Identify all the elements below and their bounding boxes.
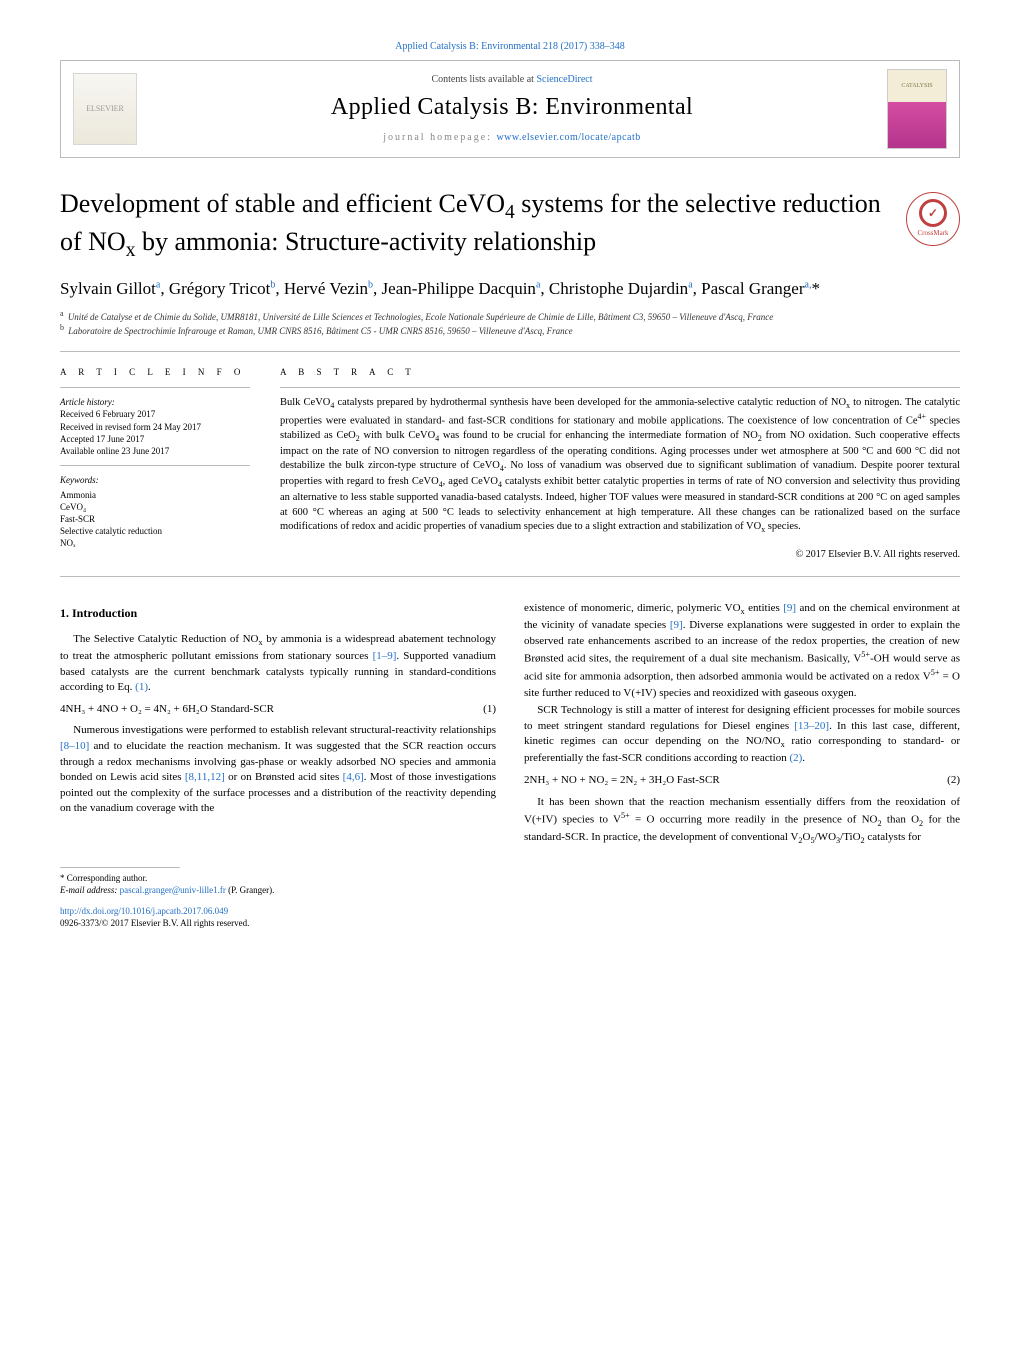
history-received: Received 6 February 2017 bbox=[60, 408, 250, 420]
rule-above-info bbox=[60, 351, 960, 352]
issn-copyright-line: 0926-3373/© 2017 Elsevier B.V. All right… bbox=[60, 917, 960, 930]
abstract-heading: a b s t r a c t bbox=[280, 366, 960, 379]
article-info-heading: a r t i c l e i n f o bbox=[60, 366, 250, 379]
history-online: Available online 23 June 2017 bbox=[60, 445, 250, 457]
section-heading-introduction: 1. Introduction bbox=[60, 605, 496, 622]
journal-header-box: ELSEVIER Contents lists available at Sci… bbox=[60, 60, 960, 158]
abstract-copyright: © 2017 Elsevier B.V. All rights reserved… bbox=[280, 548, 960, 562]
article-body: 1. Introduction The Selective Catalytic … bbox=[60, 601, 960, 847]
contents-line: Contents lists available at ScienceDirec… bbox=[137, 73, 887, 87]
elsevier-logo: ELSEVIER bbox=[73, 73, 137, 145]
article-title: Development of stable and efficient CeVO… bbox=[60, 188, 890, 263]
journal-homepage-link[interactable]: www.elsevier.com/locate/apcatb bbox=[496, 132, 640, 143]
rule-below-abstract bbox=[60, 576, 960, 577]
email-line: E-mail address: pascal.granger@univ-lill… bbox=[60, 884, 960, 897]
body-paragraph: existence of monomeric, dimeric, polymer… bbox=[524, 601, 960, 701]
cover-top-label: CATALYSIS bbox=[888, 70, 946, 102]
abstract-column: a b s t r a c t Bulk CeVO4 catalysts pre… bbox=[280, 366, 960, 562]
affiliation-b: b Laboratoire de Spectrochimie Infraroug… bbox=[60, 323, 960, 337]
equation-2-expr: 2NH₃ + NO + NO₂ = 2N₂ + 3H₂O Fast-SCR bbox=[524, 773, 720, 789]
crossmark-badge[interactable]: ✓ CrossMark bbox=[906, 192, 960, 246]
corresponding-email-link[interactable]: pascal.granger@univ-lille1.fr bbox=[120, 885, 226, 895]
footer-block: * Corresponding author. E-mail address: … bbox=[60, 867, 960, 930]
equation-2: 2NH₃ + NO + NO₂ = 2N₂ + 3H₂O Fast-SCR (2… bbox=[524, 773, 960, 789]
doi-line: http://dx.doi.org/10.1016/j.apcatb.2017.… bbox=[60, 905, 960, 918]
title-row: Development of stable and efficient CeVO… bbox=[60, 188, 960, 263]
header-center: Contents lists available at ScienceDirec… bbox=[137, 73, 887, 145]
affiliation-a: a Unité de Catalyse et de Chimie du Soli… bbox=[60, 309, 960, 323]
abstract-text: Bulk CeVO4 catalysts prepared by hydroth… bbox=[280, 396, 960, 536]
keywords-heading: Keywords: bbox=[60, 474, 250, 487]
cover-bottom-band bbox=[888, 102, 946, 148]
history-revised: Received in revised form 24 May 2017 bbox=[60, 421, 250, 433]
sciencedirect-link[interactable]: ScienceDirect bbox=[536, 74, 592, 85]
top-citation-line: Applied Catalysis B: Environmental 218 (… bbox=[60, 40, 960, 54]
footnote-rule bbox=[60, 867, 180, 868]
equation-1-number: (1) bbox=[483, 702, 496, 718]
top-citation-link[interactable]: Applied Catalysis B: Environmental 218 (… bbox=[395, 41, 624, 52]
body-paragraph: Numerous investigations were performed t… bbox=[60, 723, 496, 817]
keyword: Selective catalytic reduction bbox=[60, 525, 250, 537]
keyword: Ammonia bbox=[60, 489, 250, 501]
equation-1: 4NH₃ + 4NO + O₂ = 4N₂ + 6H₂O Standard-SC… bbox=[60, 702, 496, 718]
authors-line: Sylvain Gillota, Grégory Tricotb, Hervé … bbox=[60, 277, 960, 301]
journal-homepage-line: journal homepage: www.elsevier.com/locat… bbox=[137, 131, 887, 145]
keyword: Fast-SCR bbox=[60, 513, 250, 525]
equation-1-expr: 4NH₃ + 4NO + O₂ = 4N₂ + 6H₂O Standard-SC… bbox=[60, 702, 274, 718]
crossmark-label: CrossMark bbox=[917, 229, 948, 239]
keyword: NOₓ bbox=[60, 537, 250, 549]
equation-2-number: (2) bbox=[947, 773, 960, 789]
body-paragraph: The Selective Catalytic Reduction of NOx… bbox=[60, 632, 496, 696]
journal-name: Applied Catalysis B: Environmental bbox=[137, 91, 887, 125]
journal-cover-thumbnail: CATALYSIS bbox=[887, 69, 947, 149]
doi-link[interactable]: http://dx.doi.org/10.1016/j.apcatb.2017.… bbox=[60, 906, 228, 916]
info-abstract-row: a r t i c l e i n f o Article history: R… bbox=[60, 366, 960, 562]
crossmark-icon: ✓ bbox=[919, 199, 947, 227]
article-info-column: a r t i c l e i n f o Article history: R… bbox=[60, 366, 250, 562]
history-heading: Article history: bbox=[60, 396, 250, 409]
history-accepted: Accepted 17 June 2017 bbox=[60, 433, 250, 445]
affiliations-block: a Unité de Catalyse et de Chimie du Soli… bbox=[60, 309, 960, 337]
corresponding-author-line: * Corresponding author. bbox=[60, 872, 960, 885]
keyword: CeVO₄ bbox=[60, 501, 250, 513]
body-paragraph: It has been shown that the reaction mech… bbox=[524, 795, 960, 847]
body-paragraph: SCR Technology is still a matter of inte… bbox=[524, 703, 960, 767]
